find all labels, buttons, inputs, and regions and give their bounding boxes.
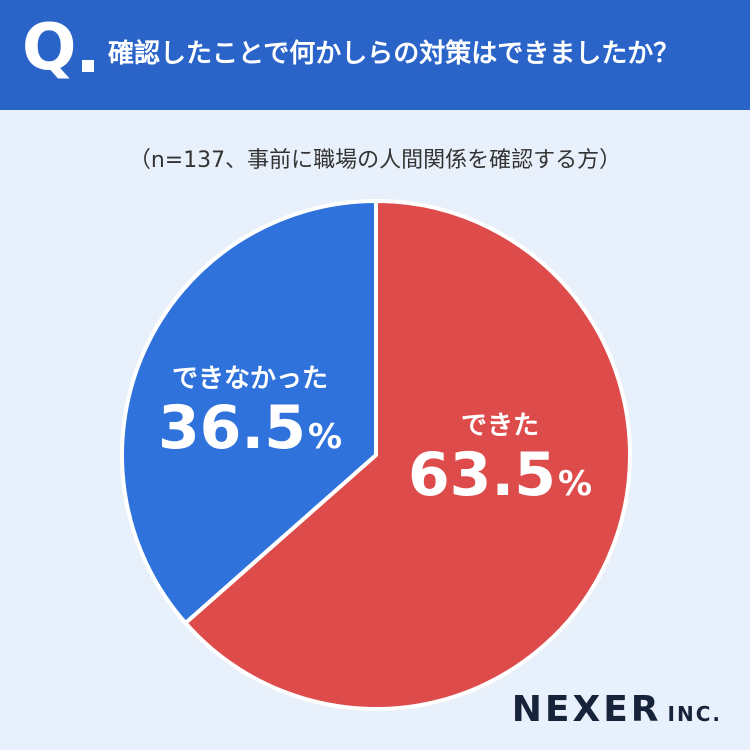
slice-unit-could: %	[557, 464, 593, 504]
logo-sub: INC.	[667, 702, 722, 726]
slice-label-cannot: できなかった 36.5%	[150, 358, 350, 461]
slice-unit-cannot: %	[307, 417, 343, 457]
pie-slice-could	[183, 199, 632, 711]
logo-main: NEXER	[511, 689, 662, 730]
slice-category-cannot: できなかった	[171, 364, 328, 394]
q-mark: Q	[22, 11, 77, 85]
header-bar: Q 確認したことで何かしらの対策はできましたか？	[0, 0, 750, 110]
slice-value-cannot: 36.5	[157, 393, 306, 463]
sample-note: （n=137、事前に職場の人間関係を確認する方）	[128, 148, 622, 173]
slice-category-could: できた	[460, 411, 539, 441]
slice-percent-could: 63.5%	[395, 442, 605, 508]
slice-label-could: できた 63.5%	[395, 405, 605, 508]
question-text: 確認したことで何かしらの対策はできましたか？	[108, 39, 680, 69]
slice-value-could: 63.5	[407, 440, 556, 510]
q-dot	[82, 60, 94, 72]
pie-slice-cannot	[120, 199, 378, 625]
nexer-logo: NEXER INC.	[512, 689, 722, 730]
slice-percent-cannot: 36.5%	[150, 395, 350, 461]
